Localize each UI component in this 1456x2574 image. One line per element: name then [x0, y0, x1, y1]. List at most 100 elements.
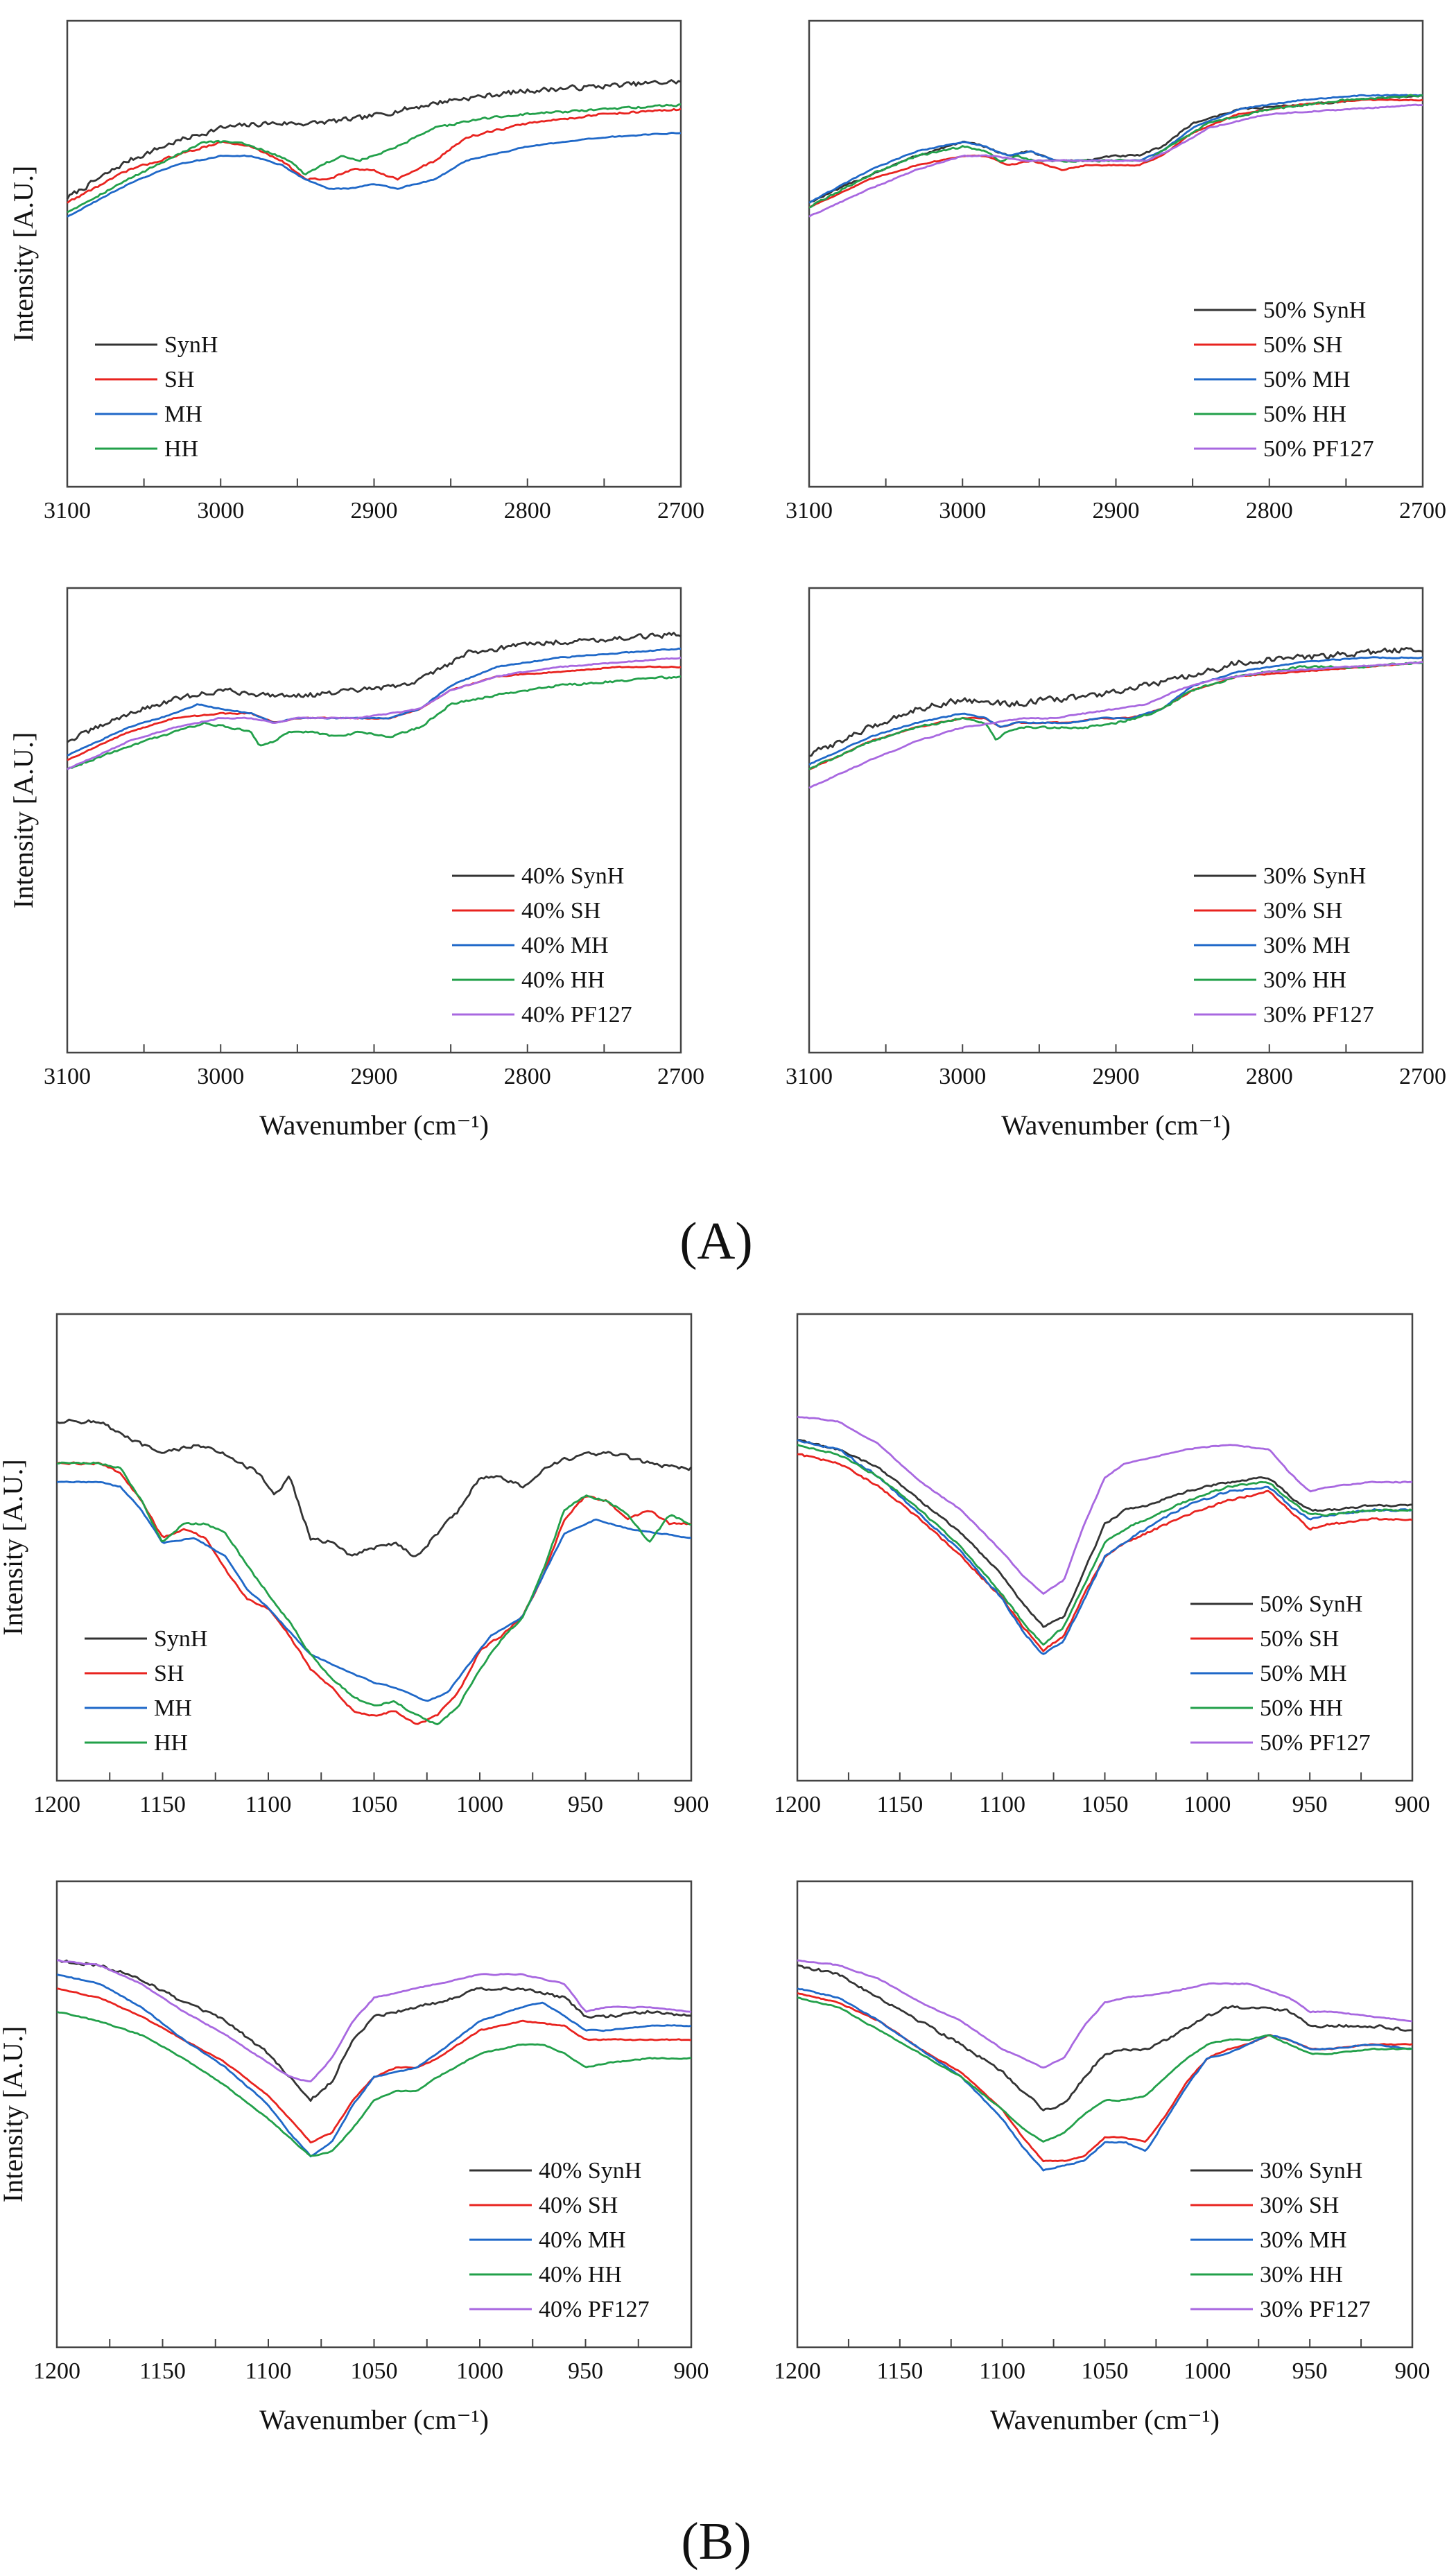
legend-entry: 40% MH: [521, 933, 609, 958]
series-line: [808, 94, 1423, 209]
series-line: [797, 1453, 1413, 1652]
x-tick-label: 3000: [197, 1064, 244, 1089]
x-axis-title: Wavenumber (cm⁻¹): [259, 2404, 489, 2435]
legend-entry: 30% SH: [1260, 2193, 1339, 2218]
legend-entry: 30% MH: [1263, 933, 1351, 958]
x-tick-label: 1150: [876, 1792, 923, 1817]
x-tick-label: 900: [1395, 1792, 1430, 1817]
series-line: [808, 98, 1423, 209]
x-tick-label: 3000: [939, 498, 986, 524]
legend-entry: 50% PF127: [1260, 1730, 1371, 1756]
legend-entry: 50% MH: [1263, 367, 1351, 392]
y-axis-title: Intensity [A.U.]: [8, 166, 39, 342]
x-tick-label: 900: [674, 2358, 709, 2384]
legend-entry: 30% SynH: [1260, 2158, 1362, 2184]
series-line: [808, 94, 1423, 204]
series-line: [808, 661, 1423, 789]
x-tick-label: 1150: [876, 2358, 923, 2384]
x-tick-label: 3100: [44, 1064, 91, 1089]
x-tick-label: 950: [568, 2358, 603, 2384]
x-tick-label: 3100: [786, 1064, 833, 1089]
x-tick-label: 950: [1292, 2358, 1328, 2384]
plot-frame: [55, 1313, 693, 1782]
legend-entry: 40% SH: [521, 898, 600, 924]
x-tick-label: 2800: [1246, 1064, 1293, 1089]
series-line: [808, 103, 1423, 218]
plot-frame: [66, 19, 682, 488]
legend-entry: 30% SynH: [1263, 863, 1366, 889]
x-tick-label: 2900: [1093, 498, 1140, 524]
x-tick-label: 1000: [456, 1792, 503, 1817]
x-tick-label: 2700: [657, 498, 704, 524]
y-axis-title: Intensity [A.U.]: [0, 1459, 28, 1635]
legend-entry: 40% SynH: [539, 2158, 641, 2184]
legend-entry: 40% HH: [539, 2262, 622, 2288]
legend-entry: 50% SynH: [1260, 1591, 1362, 1617]
legend-entry: SH: [164, 367, 194, 392]
panel-label-a: (A): [679, 1212, 753, 1270]
series-line: [67, 632, 682, 743]
x-tick-label: 3000: [197, 498, 244, 524]
x-tick-label: 2700: [1399, 498, 1446, 524]
legend-entry: SH: [154, 1661, 184, 1686]
legend-entry: SynH: [154, 1626, 207, 1652]
series-line: [67, 665, 682, 761]
legend-entry: 50% PF127: [1263, 436, 1374, 462]
x-tick-label: 1200: [774, 2358, 821, 2384]
series-line: [797, 1439, 1413, 1628]
legend-entry: 50% SH: [1260, 1626, 1339, 1652]
x-tick-label: 1050: [1082, 2358, 1129, 2384]
x-tick-label: 2800: [1246, 498, 1293, 524]
x-tick-label: 1000: [456, 2358, 503, 2384]
chart-panel: 3100 3000 2900 2800 2700 50% SynH 50% SH 50% MH…: [786, 19, 1446, 524]
chart-panel: 3100 3000 2900 2800 2700 SynH SH MH HH Intensity …: [8, 19, 704, 524]
series-line: [56, 1480, 692, 1702]
legend-entry: 30% PF127: [1260, 2297, 1371, 2322]
series-line: [66, 79, 682, 200]
legend-entry: 40% PF127: [521, 1002, 632, 1028]
x-tick-label: 900: [674, 1792, 709, 1817]
series-line: [797, 1964, 1412, 2111]
x-tick-label: 2700: [1399, 1064, 1446, 1089]
legend-entry: 50% HH: [1263, 401, 1346, 427]
series-line: [67, 656, 682, 770]
chart-panel: 1200 1150 1100 1050 1000 950 900 50% SynH 50% SH…: [774, 1313, 1430, 1817]
legend-entry: HH: [154, 1730, 188, 1756]
legend-entry: 50% SH: [1263, 332, 1342, 358]
series-line: [797, 1992, 1413, 2163]
legend-entry: 40% HH: [521, 967, 605, 993]
x-tick-label: 1100: [245, 1792, 292, 1817]
chart-panel: 1200 1150 1100 1050 1000 950 900 SynH SH MH HH Inte…: [0, 1313, 709, 1817]
legend-entry: 40% SynH: [521, 863, 624, 889]
series-line: [797, 1959, 1413, 2069]
series-line: [56, 1959, 692, 2083]
legend-entry: SynH: [164, 332, 218, 358]
chart-panel: 3100 3000 2900 2800 2700 40% SynH 40% SH 40% MH…: [8, 587, 704, 1141]
x-tick-label: 950: [1292, 1792, 1328, 1817]
y-axis-title: Intensity [A.U.]: [8, 732, 39, 908]
y-axis-title: Intensity [A.U.]: [0, 2026, 28, 2202]
series-line: [56, 1461, 692, 1725]
series-line: [67, 103, 682, 214]
x-tick-label: 3100: [44, 498, 91, 524]
series-line: [797, 1987, 1413, 2172]
series-line: [797, 1996, 1413, 2143]
series-line: [808, 661, 1423, 770]
x-tick-label: 2800: [504, 498, 551, 524]
x-tick-label: 1100: [979, 2358, 1025, 2384]
series-line: [797, 1415, 1412, 1595]
chart-panel: 1200 1150 1100 1050 1000 950 900 40% SynH 40% SH…: [0, 1880, 709, 2435]
series-line: [808, 647, 1423, 757]
legend-entry: 50% MH: [1260, 1661, 1347, 1686]
legend-entry: 40% MH: [539, 2227, 626, 2253]
series-line: [67, 107, 682, 204]
legend-entry: 30% MH: [1260, 2227, 1347, 2253]
x-tick-label: 950: [568, 1792, 603, 1817]
legend-entry: 40% SH: [539, 2193, 618, 2218]
legend-entry: 40% PF127: [539, 2297, 650, 2322]
series-line: [56, 1418, 693, 1557]
x-tick-label: 900: [1395, 2358, 1430, 2384]
series-line: [67, 647, 682, 757]
legend-entry: HH: [164, 436, 198, 462]
legend-entry: MH: [164, 401, 202, 427]
